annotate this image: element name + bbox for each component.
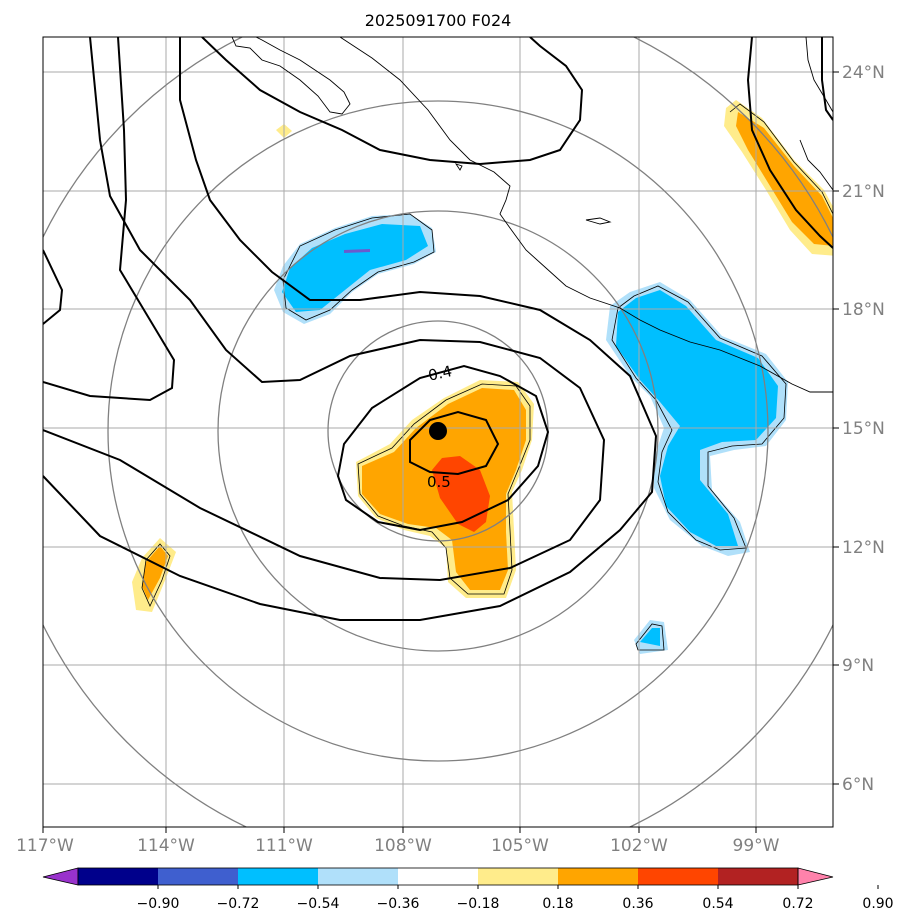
colorbar-tick-label: 0.90 [862, 896, 893, 912]
outline-northwest [282, 213, 435, 321]
map-title: 2025091700 F024 [365, 11, 512, 30]
map-content: 0.4 0.5 [43, 37, 833, 827]
contour-label-0-5: 0.5 [427, 473, 451, 491]
outline-west [141, 543, 171, 607]
lat-label: 12°N [842, 538, 885, 558]
neg-region-east-core [616, 290, 778, 546]
lon-label: 99°W [733, 836, 780, 856]
contour-north [201, 37, 584, 166]
colorbar-frame [77, 867, 799, 886]
contour-label-group: 0.4 0.5 [427, 362, 454, 491]
colorbar-tick-label: −0.54 [297, 896, 340, 912]
neg-region-south-core [640, 628, 660, 646]
contour-third [43, 37, 606, 582]
outline-east [611, 285, 787, 551]
longitude-labels: 117°W 114°W 111°W 108°W 105°W 102°W 99°W [16, 836, 780, 856]
lon-label: 108°W [374, 836, 432, 856]
colorbar-tick-label: −0.72 [217, 896, 260, 912]
colorbar-tick-labels: −0.90 −0.72 −0.54 −0.36 −0.18 0.18 0.36 0.54 0.7… [137, 885, 894, 912]
colorbar-cell [718, 868, 799, 885]
lon-label: 114°W [137, 836, 195, 856]
outline-south [635, 623, 665, 651]
island-tres-marias [585, 217, 612, 225]
height-contours [43, 37, 833, 621]
contour-northeast [746, 37, 833, 249]
mainland-coast [339, 37, 833, 393]
neg-region-northwest-core [282, 224, 428, 312]
gulf-east-coast [805, 37, 833, 113]
colorbar: −0.90 −0.72 −0.54 −0.36 −0.18 0.18 0.36 0.54 0.7… [42, 867, 894, 912]
colorbar-tick-label: −0.90 [137, 896, 180, 912]
colorbar-extend-high [797, 867, 834, 886]
storm-center-marker [429, 422, 447, 440]
colorbar-cell [318, 868, 399, 885]
gulf-coast-lower [799, 139, 833, 191]
colorbar-extend-low [42, 867, 79, 886]
contour-label-0-4: 0.4 [427, 362, 454, 385]
colorbar-cell [638, 868, 719, 885]
colorbar-tick-label: 0.18 [542, 896, 573, 912]
pos-region-center-core [432, 456, 490, 532]
baja-coast [231, 37, 351, 115]
colorbar-cell [478, 868, 559, 885]
contour-fifth [43, 37, 176, 402]
contour-inner [409, 410, 500, 476]
lon-label: 111°W [255, 836, 313, 856]
colorbar-cell [78, 868, 159, 885]
colorbar-cell [238, 868, 319, 885]
colorbar-cell [158, 868, 239, 885]
positive-anomaly-regions [132, 100, 833, 612]
outline-northeast [729, 103, 833, 215]
neg-region-tiny-violet [344, 249, 370, 253]
lon-label: 102°W [610, 836, 668, 856]
axis-ticks [42, 71, 839, 833]
lat-label: 6°N [842, 775, 874, 795]
contour-second [336, 364, 550, 532]
pos-region-northeast-mid [736, 112, 833, 246]
range-ring [107, 100, 769, 762]
lat-label: 18°N [842, 300, 885, 320]
lat-label: 24°N [842, 63, 885, 83]
colorbar-tick-label: −0.36 [377, 896, 420, 912]
range-ring [217, 210, 659, 652]
colorbar-tick-label: 0.72 [782, 896, 813, 912]
contour-west-edge [43, 249, 64, 325]
negative-anomaly-regions [274, 214, 788, 654]
colorbar-tick-label: −0.18 [457, 896, 500, 912]
colorbar-cell [398, 868, 479, 885]
colorbar-cells [78, 868, 799, 885]
colorbar-tick-label: 0.36 [622, 896, 653, 912]
latitude-labels: 24°N 21°N 18°N 15°N 12°N 9°N 6°N [842, 63, 885, 795]
colorbar-tick-label: 0.54 [702, 896, 733, 912]
lon-label: 105°W [491, 836, 549, 856]
lat-label: 21°N [842, 182, 885, 202]
island-small [454, 163, 463, 171]
lon-label: 117°W [16, 836, 74, 856]
contour-northeast-2 [821, 37, 833, 121]
map-frame [42, 36, 834, 828]
colorbar-cell [558, 868, 639, 885]
lat-label: 9°N [842, 656, 874, 676]
coastlines [231, 37, 833, 393]
contour-fourth [43, 37, 658, 621]
lat-label: 15°N [842, 419, 885, 439]
